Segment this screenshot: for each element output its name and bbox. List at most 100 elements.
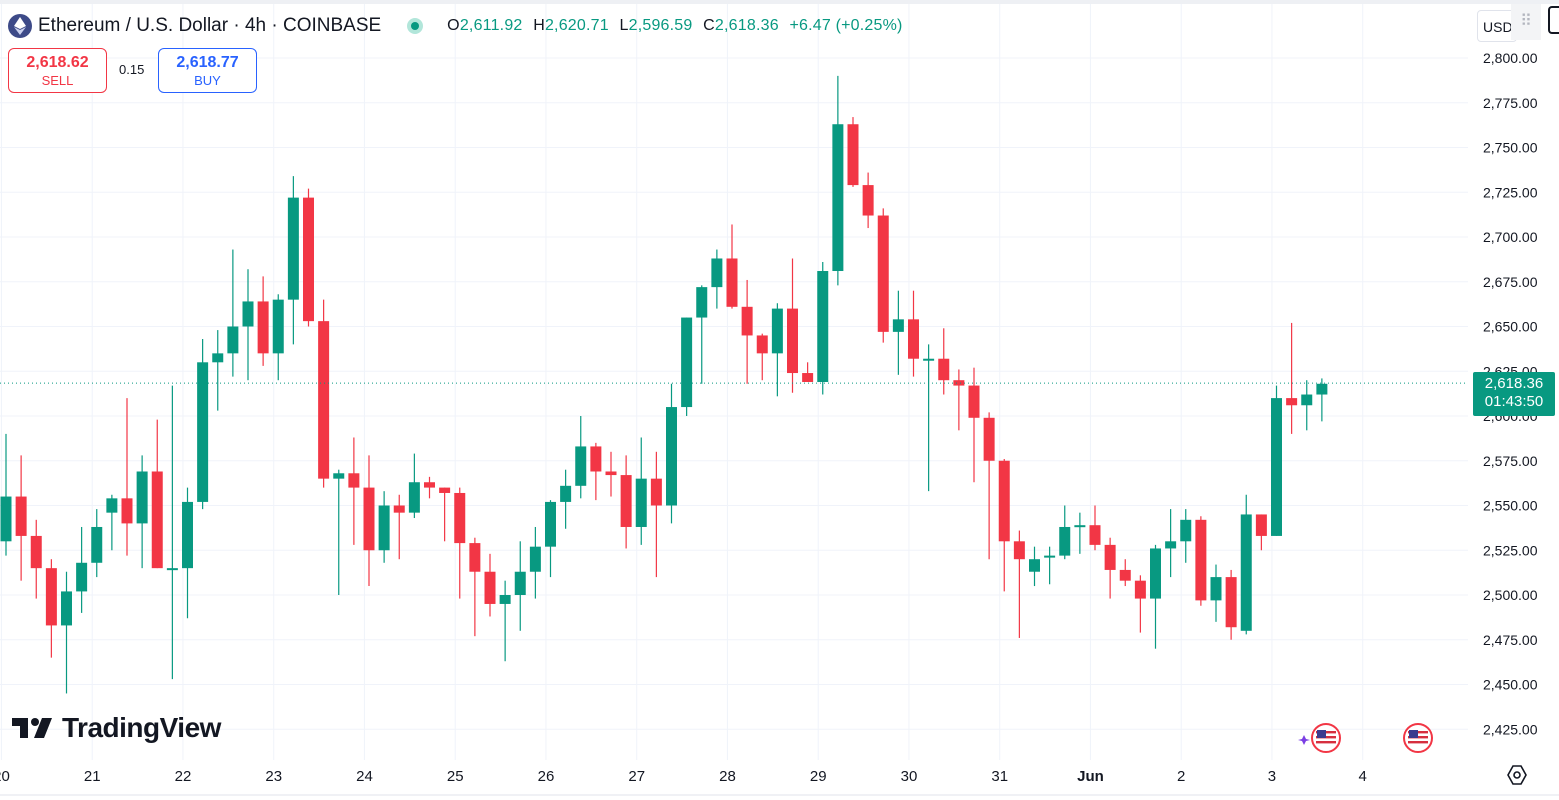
candle[interactable]	[1150, 544, 1161, 649]
candle[interactable]	[968, 367, 980, 483]
candle[interactable]	[756, 333, 768, 381]
candle[interactable]	[545, 500, 556, 578]
candle[interactable]	[15, 455, 27, 581]
candle[interactable]	[61, 571, 72, 694]
candle[interactable]	[590, 442, 602, 501]
candle[interactable]	[303, 188, 314, 327]
candle[interactable]	[76, 526, 88, 613]
candle[interactable]	[953, 369, 965, 431]
candle[interactable]	[121, 398, 133, 556]
candle[interactable]	[862, 172, 874, 229]
candle[interactable]	[1195, 516, 1207, 606]
candle[interactable]	[696, 285, 708, 384]
candle[interactable]	[1316, 378, 1328, 422]
candles[interactable]	[0, 75, 1328, 694]
candle[interactable]	[575, 416, 587, 499]
candle[interactable]	[741, 279, 753, 384]
candle[interactable]	[892, 290, 904, 375]
candle[interactable]	[333, 469, 345, 595]
candle[interactable]	[998, 458, 1010, 592]
sell-button[interactable]: 2,618.62 SELL	[8, 48, 107, 93]
candle[interactable]	[635, 437, 647, 545]
candle[interactable]	[182, 487, 193, 619]
candle[interactable]	[166, 385, 178, 680]
candle[interactable]	[1089, 505, 1101, 551]
candle[interactable]	[983, 412, 995, 560]
chart-settings-icon[interactable]	[1506, 764, 1528, 786]
candle[interactable]	[666, 383, 677, 524]
candle[interactable]	[30, 519, 42, 599]
candle[interactable]	[938, 328, 950, 395]
candle[interactable]	[1044, 546, 1056, 585]
candle[interactable]	[1286, 322, 1298, 434]
candle[interactable]	[832, 75, 844, 286]
candle[interactable]	[242, 269, 254, 381]
candle[interactable]	[257, 276, 269, 366]
candle[interactable]	[378, 491, 390, 563]
candle[interactable]	[1255, 514, 1267, 551]
candle[interactable]	[1165, 509, 1177, 578]
candle[interactable]	[469, 537, 481, 637]
candle[interactable]	[605, 451, 617, 497]
candle[interactable]	[529, 526, 541, 599]
candle[interactable]	[1180, 509, 1192, 563]
candle[interactable]	[1271, 385, 1282, 536]
candle[interactable]	[1104, 537, 1116, 599]
candle[interactable]	[91, 509, 103, 578]
candle[interactable]	[197, 339, 209, 510]
candle[interactable]	[847, 117, 859, 187]
candle[interactable]	[393, 494, 405, 560]
candle[interactable]	[136, 455, 148, 569]
candle[interactable]	[908, 290, 919, 377]
candle[interactable]	[620, 455, 632, 549]
candle[interactable]	[272, 294, 284, 381]
symbol-title[interactable]: Ethereum / U.S. Dollar · 4h · COINBASE	[38, 15, 382, 36]
candle[interactable]	[711, 249, 723, 309]
candle[interactable]	[771, 303, 783, 397]
buy-button[interactable]: 2,618.77 BUY	[158, 48, 257, 93]
time-axis[interactable]: 202122232425262728293031Jun234	[0, 768, 1367, 785]
event-icon[interactable]	[1294, 723, 1324, 753]
candle[interactable]	[484, 553, 496, 617]
candle[interactable]	[424, 476, 435, 499]
candle[interactable]	[0, 433, 12, 556]
candle[interactable]	[514, 541, 526, 631]
candle[interactable]	[650, 451, 662, 578]
candle[interactable]	[408, 453, 420, 519]
candle[interactable]	[681, 317, 693, 416]
candle[interactable]	[499, 580, 511, 662]
candle[interactable]	[318, 299, 330, 488]
drag-handle-icon[interactable]: ⠿	[1511, 4, 1541, 40]
candle[interactable]	[363, 455, 375, 587]
candle[interactable]	[1059, 505, 1071, 560]
tradingview-logo[interactable]: TradingView	[12, 712, 221, 744]
candle[interactable]	[1210, 564, 1222, 622]
candle[interactable]	[560, 469, 572, 529]
candle[interactable]	[212, 330, 224, 411]
currency-selector[interactable]: USD	[1477, 10, 1517, 42]
candle[interactable]	[1119, 559, 1131, 587]
candle[interactable]	[454, 487, 466, 599]
candle[interactable]	[1029, 546, 1040, 587]
candle[interactable]	[106, 494, 118, 551]
candle[interactable]	[923, 344, 935, 492]
candle[interactable]	[45, 559, 57, 658]
candle[interactable]	[817, 262, 829, 395]
candle[interactable]	[151, 419, 163, 569]
candle[interactable]	[877, 208, 889, 343]
us-flag-icon[interactable]	[1403, 723, 1433, 753]
candle[interactable]	[787, 258, 798, 393]
candle[interactable]	[439, 487, 451, 542]
candle[interactable]	[1225, 569, 1237, 640]
candle[interactable]	[287, 176, 299, 345]
candle[interactable]	[1013, 530, 1025, 638]
candle[interactable]	[1074, 512, 1086, 554]
ethereum-icon[interactable]	[8, 14, 32, 38]
candle[interactable]	[802, 362, 814, 382]
us-flag-icon[interactable]	[1311, 723, 1341, 753]
price-axis[interactable]: 2,425.00 2,450.00 2,475.00 2,500.00 2,525.00…	[1483, 50, 1538, 737]
panel-toggle-icon[interactable]	[1548, 6, 1559, 34]
candle[interactable]	[1240, 494, 1252, 635]
candle[interactable]	[348, 437, 360, 545]
